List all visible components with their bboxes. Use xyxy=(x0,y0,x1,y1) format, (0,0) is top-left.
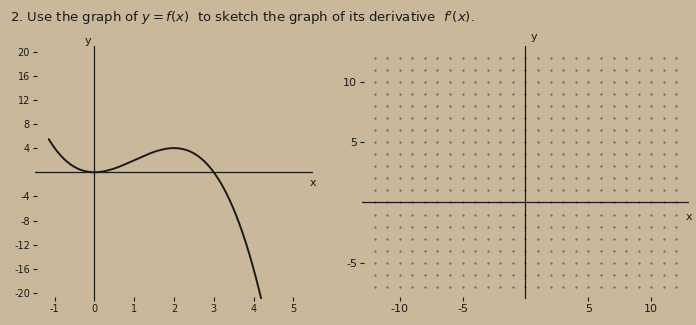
Text: x: x xyxy=(310,178,317,188)
Text: x: x xyxy=(686,212,693,222)
Text: y: y xyxy=(530,32,537,42)
Text: 2. Use the graph of $y= f(x)$  to sketch the graph of its derivative  $f'(x)$.: 2. Use the graph of $y= f(x)$ to sketch … xyxy=(10,10,475,27)
Text: y: y xyxy=(85,35,91,46)
